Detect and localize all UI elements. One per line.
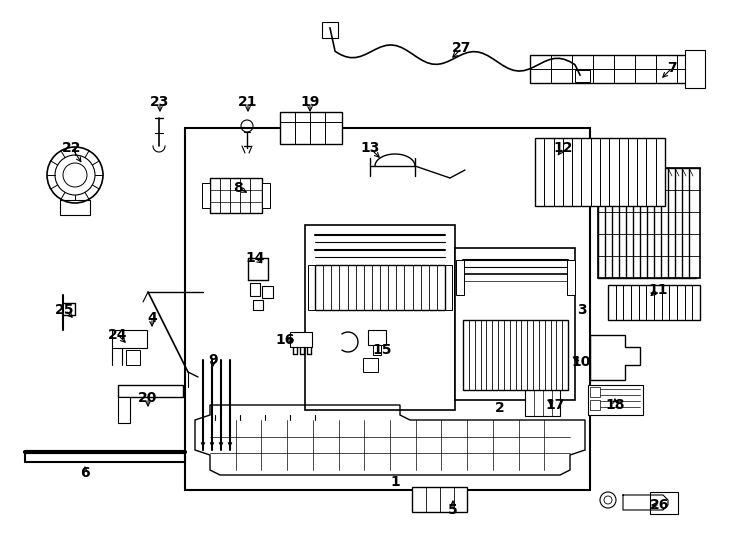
Text: 8: 8 [233, 181, 243, 195]
Text: 26: 26 [650, 498, 669, 512]
Bar [598, 168, 700, 278]
Text: 27: 27 [452, 41, 472, 55]
Text: 21: 21 [239, 95, 258, 109]
Bar [463, 320, 568, 390]
Bar [60, 200, 90, 215]
Text: 17: 17 [545, 398, 564, 412]
Text: 3: 3 [577, 303, 586, 317]
Bar [202, 183, 210, 208]
Text: 14: 14 [245, 251, 265, 265]
Text: 25: 25 [55, 303, 75, 317]
Bar [525, 388, 560, 416]
Bar [530, 55, 700, 83]
Bar [290, 332, 312, 347]
Bar [535, 138, 665, 206]
Bar [185, 128, 590, 490]
Bar [368, 330, 386, 345]
Bar [567, 260, 575, 295]
Text: 23: 23 [150, 95, 170, 109]
Bar [455, 248, 575, 400]
Bar [650, 492, 678, 514]
Bar [608, 285, 700, 320]
Text: 15: 15 [372, 343, 392, 357]
Bar [590, 387, 600, 397]
Bar [590, 400, 600, 410]
Bar [444, 265, 452, 310]
Text: 7: 7 [667, 61, 677, 75]
Text: 12: 12 [553, 141, 573, 155]
Bar [322, 22, 338, 38]
Text: 19: 19 [300, 95, 320, 109]
Text: 10: 10 [571, 355, 591, 369]
Bar [250, 283, 260, 296]
Text: 13: 13 [360, 141, 379, 155]
Bar [588, 385, 643, 415]
Bar [685, 50, 705, 88]
Text: 22: 22 [62, 141, 81, 155]
Bar [575, 70, 590, 82]
Text: 11: 11 [648, 283, 668, 297]
Text: 20: 20 [138, 391, 158, 405]
Bar [412, 487, 467, 512]
Bar [253, 300, 263, 310]
Bar [262, 183, 270, 208]
Bar [305, 225, 455, 410]
Text: 2: 2 [495, 401, 505, 415]
Text: 24: 24 [108, 328, 128, 342]
Text: 9: 9 [208, 353, 218, 367]
Text: 6: 6 [80, 466, 90, 480]
Bar [126, 350, 140, 365]
Bar [308, 265, 316, 310]
Bar [112, 330, 147, 348]
Text: 18: 18 [606, 398, 625, 412]
Bar [373, 345, 381, 355]
Bar [118, 385, 183, 397]
Bar [280, 112, 342, 144]
Bar [363, 358, 378, 372]
Text: 1: 1 [390, 475, 400, 489]
Text: 5: 5 [448, 503, 458, 517]
Bar [118, 397, 130, 423]
Bar [456, 260, 464, 295]
Bar [315, 265, 445, 310]
Bar [262, 286, 273, 298]
Text: 4: 4 [147, 311, 157, 325]
Text: 16: 16 [275, 333, 294, 347]
Bar [210, 178, 262, 213]
